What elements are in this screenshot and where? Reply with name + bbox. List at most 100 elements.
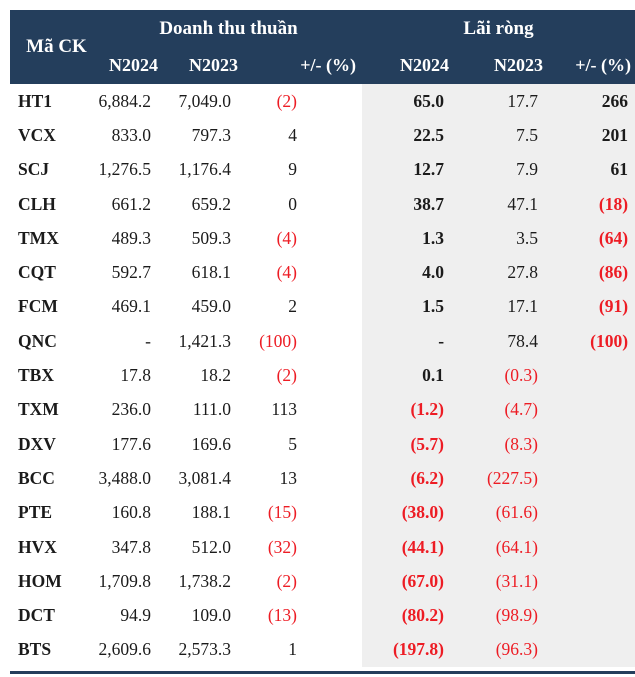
col-header-revenue-n2023: N2023 <box>160 47 240 84</box>
value-cell: 27.8 <box>451 255 546 290</box>
ticker-cell: TBX <box>10 358 95 393</box>
ticker-cell: SCJ <box>10 152 95 187</box>
value-cell: - <box>362 324 452 359</box>
value-cell: (13) <box>240 598 363 633</box>
value-cell: 512.0 <box>160 529 240 565</box>
table-row: TBX 17.8 18.2 (2) 0.1 (0.3) <box>10 358 635 393</box>
value-cell: 5 <box>240 426 363 462</box>
value-cell: (8.3) <box>451 426 546 462</box>
ticker-cell: VCX <box>10 118 95 153</box>
value-cell: 618.1 <box>160 255 240 290</box>
value-cell: 47.1 <box>451 186 546 222</box>
header-sub-row: N2024 N2023 +/- (%) N2024 N2023 +/- (%) <box>10 47 635 84</box>
table-row: HOM 1,709.8 1,738.2 (2) (67.0) (31.1) <box>10 564 635 599</box>
ticker-cell: BCC <box>10 461 95 496</box>
value-cell: 2 <box>240 289 363 325</box>
value-cell <box>545 495 635 530</box>
value-cell: 797.3 <box>160 118 240 153</box>
col-group-net-revenue: Doanh thu thuần <box>95 10 363 47</box>
col-header-profit-n2023: N2023 <box>451 47 546 84</box>
value-cell: 833.0 <box>95 118 160 153</box>
table-body: HT1 6,884.2 7,049.0 (2) 65.0 17.7 266 VCX 833.0 7… <box>10 84 635 668</box>
value-cell: 1,421.3 <box>160 324 240 359</box>
value-cell <box>545 426 635 462</box>
value-cell: 1,176.4 <box>160 152 240 187</box>
value-cell <box>545 529 635 565</box>
ticker-cell: FCM <box>10 289 95 325</box>
value-cell <box>545 461 635 496</box>
value-cell: 3,488.0 <box>95 461 160 496</box>
col-header-revenue-n2024: N2024 <box>95 47 160 84</box>
table-row: VCX 833.0 797.3 4 22.5 7.5 201 <box>10 118 635 153</box>
value-cell: 266 <box>545 84 635 119</box>
ticker-cell: QNC <box>10 324 95 359</box>
value-cell: (86) <box>545 255 635 290</box>
value-cell: 4 <box>240 118 363 153</box>
col-header-profit-change: +/- (%) <box>545 47 635 84</box>
value-cell: (100) <box>240 324 363 359</box>
table-row: QNC -1,421.3 (100) -78.4 (100) <box>10 324 635 359</box>
value-cell: 12.7 <box>362 152 452 187</box>
value-cell: 3,081.4 <box>160 461 240 496</box>
value-cell: 3.5 <box>451 221 546 256</box>
value-cell: (64) <box>545 221 635 256</box>
ticker-cell: CLH <box>10 186 95 222</box>
value-cell: 2,573.3 <box>160 632 240 668</box>
value-cell: (197.8) <box>362 632 452 668</box>
value-cell: 78.4 <box>451 324 546 359</box>
value-cell: (44.1) <box>362 529 452 565</box>
table-row: DCT 94.9 109.0 (13) (80.2) (98.9) <box>10 598 635 633</box>
value-cell: (38.0) <box>362 495 452 530</box>
financials-table-container: Mã CK Doanh thu thuần Lãi ròng N2024 N20… <box>10 10 635 675</box>
value-cell: (1.2) <box>362 392 452 427</box>
value-cell: (2) <box>240 564 363 599</box>
value-cell <box>545 392 635 427</box>
value-cell: (4) <box>240 255 363 290</box>
value-cell: 7,049.0 <box>160 84 240 119</box>
value-cell: 13 <box>240 461 363 496</box>
financials-table: Mã CK Doanh thu thuần Lãi ròng N2024 N20… <box>10 10 635 668</box>
col-header-ticker: Mã CK <box>10 10 95 84</box>
value-cell: - <box>95 324 160 359</box>
table-row: SCJ 1,276.5 1,176.4 9 12.7 7.9 61 <box>10 152 635 187</box>
value-cell: (67.0) <box>362 564 452 599</box>
value-cell: 177.6 <box>95 426 160 462</box>
table-header: Mã CK Doanh thu thuần Lãi ròng N2024 N20… <box>10 10 635 84</box>
value-cell: 2,609.6 <box>95 632 160 668</box>
ticker-cell: HT1 <box>10 84 95 119</box>
table-row: BCC 3,488.0 3,081.4 13 (6.2) (227.5) <box>10 461 635 496</box>
value-cell: 347.8 <box>95 529 160 565</box>
value-cell: (61.6) <box>451 495 546 530</box>
value-cell: 109.0 <box>160 598 240 633</box>
value-cell: (6.2) <box>362 461 452 496</box>
table-row: DXV 177.6 169.6 5 (5.7) (8.3) <box>10 426 635 462</box>
value-cell: 1.5 <box>362 289 452 325</box>
value-cell: 661.2 <box>95 186 160 222</box>
value-cell: 469.1 <box>95 289 160 325</box>
value-cell <box>545 358 635 393</box>
table-bottom-border <box>10 671 635 675</box>
ticker-cell: HVX <box>10 529 95 565</box>
table-row: TXM 236.0 111.0 113 (1.2) (4.7) <box>10 392 635 427</box>
ticker-cell: CQT <box>10 255 95 290</box>
value-cell: (0.3) <box>451 358 546 393</box>
table-row: CLH 661.2 659.2 0 38.7 47.1 (18) <box>10 186 635 222</box>
value-cell: 659.2 <box>160 186 240 222</box>
ticker-cell: TXM <box>10 392 95 427</box>
value-cell: 61 <box>545 152 635 187</box>
value-cell: 201 <box>545 118 635 153</box>
ticker-cell: BTS <box>10 632 95 668</box>
value-cell: (4.7) <box>451 392 546 427</box>
value-cell: 169.6 <box>160 426 240 462</box>
value-cell: 160.8 <box>95 495 160 530</box>
value-cell: 1.3 <box>362 221 452 256</box>
value-cell: 7.5 <box>451 118 546 153</box>
value-cell: (32) <box>240 529 363 565</box>
value-cell: (100) <box>545 324 635 359</box>
value-cell: (64.1) <box>451 529 546 565</box>
value-cell: 1,709.8 <box>95 564 160 599</box>
value-cell: 1,276.5 <box>95 152 160 187</box>
value-cell: 18.2 <box>160 358 240 393</box>
value-cell: (91) <box>545 289 635 325</box>
value-cell: 4.0 <box>362 255 452 290</box>
